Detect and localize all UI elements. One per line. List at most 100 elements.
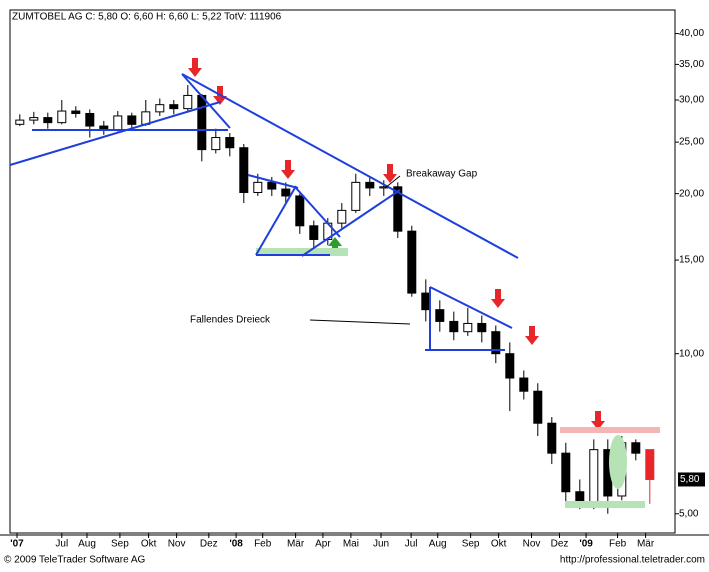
candle-body [393, 186, 403, 232]
candle-body [491, 331, 501, 355]
x-tick-label: Feb [254, 539, 272, 550]
x-tick-label: Jun [373, 539, 389, 550]
pointer [384, 175, 401, 189]
x-tick-label: '09 [579, 539, 593, 550]
annotation: Fallendes Dreieck [190, 315, 271, 326]
candle-body [281, 188, 291, 197]
candle-body [365, 181, 375, 189]
footer-right: http://professional.teletrader.com [560, 555, 705, 566]
last-price-label: 5,80 [680, 474, 700, 485]
y-tick-label: 30,00 [679, 95, 704, 106]
x-tick-label: Jul [55, 539, 68, 550]
highlight [609, 435, 627, 489]
arrow [328, 237, 342, 256]
x-tick-label: Sep [111, 539, 129, 550]
candle-body [57, 110, 67, 124]
x-tick-label: Okt [141, 539, 157, 550]
candle-body [351, 181, 361, 211]
candle-body [43, 117, 53, 124]
x-tick-label: Mär [637, 539, 655, 550]
candle-body [71, 110, 81, 114]
x-tick-label: Apr [315, 539, 331, 550]
trendline [429, 286, 513, 329]
pointer [309, 319, 411, 325]
candle-body [239, 147, 249, 193]
candle-body [533, 390, 543, 424]
candle-body [211, 137, 221, 151]
candle-body [407, 230, 417, 294]
candle-body [337, 209, 347, 224]
candle-body [113, 115, 123, 131]
x-tick-label: Dez [551, 539, 569, 550]
candle-body [15, 119, 25, 125]
y-tick-label: 5,00 [679, 508, 699, 519]
candle-body [253, 181, 263, 193]
drawings [9, 73, 660, 508]
x-tick-label: Mär [287, 539, 305, 550]
x-tick-label: Dez [200, 539, 218, 550]
candle-body [645, 449, 655, 480]
candle-body [85, 112, 95, 127]
candle-body [127, 115, 137, 125]
trendline [295, 187, 341, 238]
chart-title: ZUMTOBEL AG C: 5,80 O: 6,60 H: 6,60 L: 5… [12, 12, 282, 23]
y-tick-label: 20,00 [679, 188, 704, 199]
x-tick-label: '08 [229, 539, 243, 550]
x-tick-label: Aug [429, 539, 447, 550]
x-tick-label: Feb [609, 539, 627, 550]
candle-body [267, 181, 277, 190]
trendline [247, 174, 299, 189]
y-tick-label: 25,00 [679, 137, 704, 148]
candle-body [463, 322, 473, 333]
candle-body [561, 452, 571, 493]
arrow [281, 160, 295, 179]
candle-body [589, 449, 599, 506]
x-tick-label: Aug [78, 539, 96, 550]
candle-body [183, 94, 193, 110]
candle-body [169, 104, 179, 110]
trendline [181, 73, 519, 259]
x-tick-label: Sep [462, 539, 480, 550]
candle-body [449, 320, 459, 333]
candle-body [309, 225, 319, 240]
x-tick-label: Nov [523, 539, 541, 550]
trendline [255, 185, 297, 256]
candle-body [519, 377, 529, 392]
arrow [525, 326, 539, 345]
annotation: Breakaway Gap [406, 169, 478, 180]
highlight [256, 248, 348, 256]
arrow [383, 164, 397, 183]
highlight [560, 427, 660, 433]
candle-body [197, 94, 207, 151]
candle-body [29, 117, 39, 121]
candle-body [421, 292, 431, 311]
arrows [188, 58, 605, 430]
arrow [188, 58, 202, 77]
y-tick-label: 40,00 [679, 28, 704, 39]
footer-left: © 2009 TeleTrader Software AG [4, 555, 146, 566]
highlight [565, 501, 645, 508]
candle-body [155, 104, 165, 113]
y-tick-label: 35,00 [679, 59, 704, 70]
plot-frame [9, 9, 676, 534]
trendline [181, 73, 231, 129]
x-tick-label: Nov [168, 539, 186, 550]
candle-body [435, 309, 445, 322]
candle-body [547, 422, 557, 454]
candle-body [295, 195, 305, 227]
x-tick-label: '07 [10, 539, 24, 550]
x-tick-label: Okt [491, 539, 507, 550]
y-tick-label: 15,00 [679, 255, 704, 266]
candle-body [631, 442, 641, 454]
candle-body [225, 137, 235, 149]
candle-body [505, 353, 515, 379]
y-tick-label: 10,00 [679, 348, 704, 359]
last-price-box [678, 472, 705, 487]
trendline [9, 101, 221, 166]
arrow [491, 289, 505, 308]
candle-body [477, 322, 487, 333]
x-tick-label: Mai [343, 539, 359, 550]
x-tick-label: Jul [405, 539, 418, 550]
